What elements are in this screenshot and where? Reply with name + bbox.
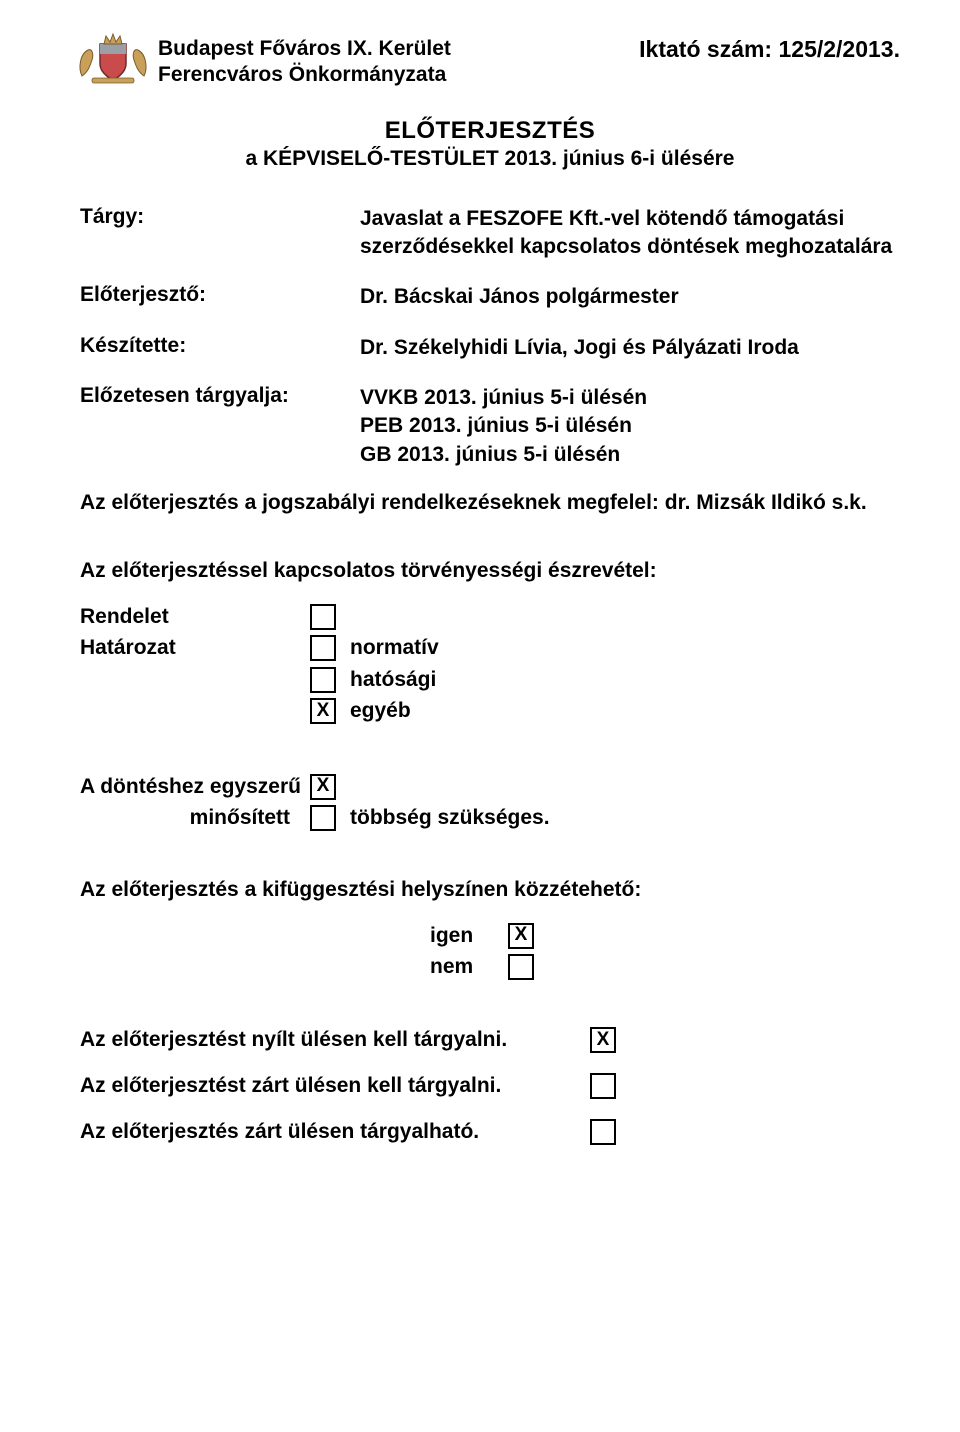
- legality-heading: Az előterjesztéssel kapcsolatos törvénye…: [80, 559, 900, 583]
- checkbox-zart-kell[interactable]: [590, 1073, 616, 1099]
- subject-value: Javaslat a FESZOFE Kft.-vel kötendő támo…: [360, 205, 900, 262]
- prelim-label: Előzetesen tárgyalja:: [80, 384, 360, 469]
- meta-row-subject: Tárgy: Javaslat a FESZOFE Kft.-vel köten…: [80, 205, 900, 262]
- row-nem: nem: [80, 951, 900, 983]
- registration-number: Iktató szám: 125/2/2013.: [639, 36, 900, 63]
- decision-block: A döntéshez egyszerű X minősített többsé…: [80, 771, 900, 834]
- egyeb-label: egyéb: [350, 695, 411, 727]
- row-minositett: minősített többség szükséges.: [80, 802, 900, 834]
- row-rendelet: Rendelet: [80, 601, 900, 633]
- issuer-line1: Budapest Főváros IX. Kerület: [158, 36, 451, 62]
- checkbox-igen[interactable]: X: [508, 923, 534, 949]
- prelim-line3: GB 2013. június 5-i ülésén: [360, 441, 647, 469]
- meta-block: Tárgy: Javaslat a FESZOFE Kft.-vel köten…: [80, 205, 900, 469]
- prelim-line1: VVKB 2013. június 5-i ülésén: [360, 384, 647, 412]
- rendelet-label: Rendelet: [80, 601, 310, 633]
- normativ-label: normatív: [350, 632, 439, 664]
- checkbox-rendelet[interactable]: [310, 604, 336, 630]
- prepared-label: Készítette:: [80, 334, 360, 362]
- page: Budapest Főváros IX. Kerület Ferencváros…: [0, 0, 960, 1432]
- meta-row-proposer: Előterjesztő: Dr. Bácskai János polgárme…: [80, 283, 900, 311]
- checkbox-nyilt[interactable]: X: [590, 1027, 616, 1053]
- nyilt-label: Az előterjesztést nyílt ülésen kell tárg…: [80, 1028, 590, 1052]
- session-block: Az előterjesztést nyílt ülésen kell tárg…: [80, 1027, 900, 1145]
- proposer-value: Dr. Bácskai János polgármester: [360, 283, 679, 311]
- prelim-value: VVKB 2013. június 5-i ülésén PEB 2013. j…: [360, 384, 647, 469]
- subject-label: Tárgy:: [80, 205, 360, 262]
- publish-rows: igen X nem: [80, 920, 900, 983]
- issuer-line2: Ferencváros Önkormányzata: [158, 62, 451, 88]
- zart-targy-label: Az előterjesztés zárt ülésen tárgyalható…: [80, 1120, 590, 1144]
- doc-subtitle: a KÉPVISELŐ-TESTÜLET 2013. június 6-i ül…: [80, 147, 900, 171]
- row-nyilt: Az előterjesztést nyílt ülésen kell tárg…: [80, 1027, 900, 1053]
- compliance-line: Az előterjesztés a jogszabályi rendelkez…: [80, 491, 900, 515]
- minositett-label: minősített: [80, 802, 310, 834]
- checkbox-zart-targy[interactable]: [590, 1119, 616, 1145]
- zart-kell-label: Az előterjesztést zárt ülésen kell tárgy…: [80, 1074, 590, 1098]
- row-hatarozat-normativ: Határozat normatív: [80, 632, 900, 664]
- meta-row-prepared: Készítette: Dr. Székelyhidi Lívia, Jogi …: [80, 334, 900, 362]
- igen-label: igen: [430, 920, 508, 952]
- checkbox-minositett[interactable]: [310, 805, 336, 831]
- issuer-block: Budapest Főváros IX. Kerület Ferencváros…: [158, 36, 451, 89]
- row-hatosagi: hatósági: [80, 664, 900, 696]
- crest-icon: [76, 30, 150, 86]
- row-zart-kell: Az előterjesztést zárt ülésen kell tárgy…: [80, 1073, 900, 1099]
- legality-checkboxes: Rendelet Határozat normatív hatósági X e…: [80, 601, 900, 727]
- checkbox-egyeb[interactable]: X: [310, 698, 336, 724]
- row-igen: igen X: [80, 920, 900, 952]
- prelim-line2: PEB 2013. június 5-i ülésén: [360, 412, 647, 440]
- nem-label: nem: [430, 951, 508, 983]
- checkbox-normativ[interactable]: [310, 635, 336, 661]
- hatosagi-label: hatósági: [350, 664, 436, 696]
- hatarozat-label: Határozat: [80, 632, 310, 664]
- row-egyeb: X egyéb: [80, 695, 900, 727]
- checkbox-egyszeru[interactable]: X: [310, 774, 336, 800]
- publish-heading: Az előterjesztés a kifüggesztési helyszí…: [80, 878, 900, 902]
- header-left: Budapest Főváros IX. Kerület Ferencváros…: [80, 30, 451, 89]
- checkbox-nem[interactable]: [508, 954, 534, 980]
- checkbox-hatosagi[interactable]: [310, 667, 336, 693]
- row-zart-targy: Az előterjesztés zárt ülésen tárgyalható…: [80, 1119, 900, 1145]
- prepared-value: Dr. Székelyhidi Lívia, Jogi és Pályázati…: [360, 334, 799, 362]
- header-row: Budapest Főváros IX. Kerület Ferencváros…: [80, 30, 900, 89]
- title-block: ELŐTERJESZTÉS a KÉPVISELŐ-TESTÜLET 2013.…: [80, 117, 900, 171]
- doc-title: ELŐTERJESZTÉS: [80, 117, 900, 145]
- majority-trail: többség szükséges.: [350, 802, 550, 834]
- proposer-label: Előterjesztő:: [80, 283, 360, 311]
- egyszeru-label: A döntéshez egyszerű: [80, 771, 310, 803]
- meta-row-prelim: Előzetesen tárgyalja: VVKB 2013. június …: [80, 384, 900, 469]
- row-egyszeru: A döntéshez egyszerű X: [80, 771, 900, 803]
